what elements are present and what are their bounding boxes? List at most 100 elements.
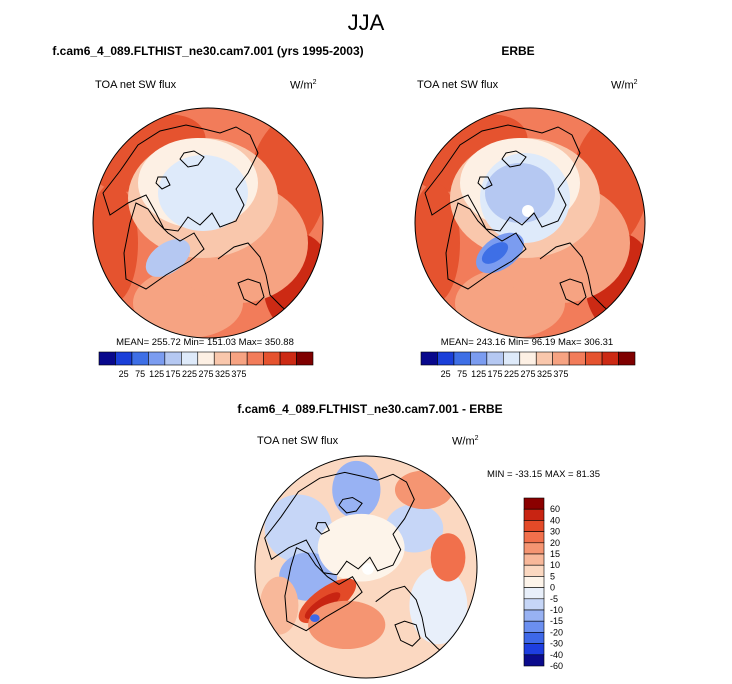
colorbar-tick-label: 25	[441, 369, 451, 379]
panel2-units-label: W/m2	[611, 79, 638, 92]
map-shading	[158, 155, 248, 231]
colorbar-swatch	[523, 576, 545, 588]
coastline	[477, 176, 493, 190]
map-shading	[481, 242, 509, 264]
map-shading	[304, 592, 341, 619]
panel2-stats: MEAN= 243.16 Min= 96.19 Max= 306.31	[440, 337, 614, 348]
colorbar-swatch	[523, 632, 545, 644]
map-shading	[332, 460, 381, 519]
colorbar-swatch	[523, 508, 545, 521]
colorbar-swatch	[437, 351, 455, 366]
coastline	[501, 150, 527, 168]
colorbar-swatch	[263, 351, 281, 366]
colorbar-tick-label: 125	[149, 369, 164, 379]
colorbar-swatch	[115, 351, 133, 366]
coastline	[217, 242, 293, 316]
colorbar-panel2: 25 75 125 175 225 275 325 375	[420, 351, 636, 379]
colorbar-swatch	[523, 497, 545, 510]
panel1-stats: MEAN= 255.72 Min= 151.03 Max= 350.88	[116, 337, 294, 348]
map-shading	[308, 600, 386, 650]
colorbar-tick-label: 225	[182, 369, 197, 379]
coastline	[315, 522, 330, 535]
colorbar-tick-label: 375	[231, 369, 246, 379]
colorbar-swatch	[552, 351, 570, 366]
colorbar-tick-label: 325	[537, 369, 552, 379]
colorbar-swatch	[148, 351, 166, 366]
colorbar-swatch	[618, 351, 636, 366]
coastline	[559, 278, 587, 306]
panel1-units-label: W/m2	[290, 79, 317, 92]
colorbar-swatch	[213, 351, 231, 366]
map-shading	[430, 533, 466, 582]
coastline	[539, 242, 615, 316]
coastline	[284, 546, 363, 632]
colorbar-swatch	[523, 654, 545, 667]
coastline	[237, 278, 265, 306]
colorbar-swatch	[568, 351, 586, 366]
map-shading	[259, 576, 299, 635]
map-boundary-circle	[414, 107, 646, 339]
colorbar-tick-label: -15	[550, 616, 563, 626]
map-shading	[485, 163, 555, 223]
colorbar-tick-label: 25	[119, 369, 129, 379]
coastline	[445, 202, 527, 290]
map-shading	[264, 494, 333, 563]
colorbar-swatch	[197, 351, 215, 366]
colorbar-swatch	[523, 620, 545, 633]
colorbar-swatch	[131, 351, 149, 366]
pole-hole	[522, 205, 534, 217]
colorbar-swatch	[523, 542, 545, 555]
panel1-title: f.cam6_4_089.FLTHIST_ne30.cam7.001 (yrs …	[52, 44, 364, 58]
colorbar-swatch	[164, 351, 182, 366]
colorbar-swatch	[523, 520, 545, 532]
colorbar-tick-label: -10	[550, 605, 563, 615]
colorbar-tick-label: -20	[550, 627, 563, 637]
colorbar-tick-label: -60	[550, 661, 563, 671]
colorbar-swatch	[523, 598, 545, 611]
colorbar-tick-label: 75	[135, 369, 145, 379]
colorbar-tick-label: 20	[550, 538, 560, 548]
panel3-stats: MIN = -33.15 MAX = 81.35	[487, 469, 601, 480]
colorbar-swatch	[523, 587, 545, 600]
colorbar-swatch	[523, 564, 545, 577]
colorbar-swatch	[585, 351, 603, 366]
colorbar-swatch	[296, 351, 314, 366]
panel3-units-label: W/m2	[452, 435, 479, 448]
colorbar-tick-label: -40	[550, 650, 563, 660]
map-boundary-circle	[254, 455, 478, 679]
map-shading	[310, 614, 320, 623]
colorbar-tick-label: 125	[471, 369, 486, 379]
coastline	[338, 496, 363, 514]
polar-map-panel-1	[93, 108, 323, 338]
coastline	[155, 176, 171, 190]
coastline	[424, 124, 581, 232]
colorbar-swatch	[279, 351, 297, 366]
colorbar-swatch	[523, 643, 545, 656]
map-boundary-circle	[92, 107, 324, 339]
colorbar-tick-label: 30	[550, 527, 560, 537]
colorbar-tick-label: 175	[166, 369, 181, 379]
colorbar-swatch	[503, 351, 521, 366]
colorbar-swatch	[486, 351, 504, 366]
panel1-variable-label: TOA net SW flux	[95, 79, 177, 91]
colorbar-tick-label: 225	[504, 369, 519, 379]
coastline	[102, 124, 259, 232]
colorbar-swatch	[523, 553, 545, 566]
polar-map-panel-2	[415, 108, 645, 338]
colorbar-tick-label: -30	[550, 639, 563, 649]
colorbar-tick-label: 40	[550, 515, 560, 525]
coastline	[123, 202, 205, 290]
colorbar-swatch	[601, 351, 619, 366]
colorbar-tick-label: 5	[550, 571, 555, 581]
colorbar-swatch	[535, 351, 553, 366]
colorbar-swatch	[246, 351, 264, 366]
colorbar-tick-label: 0	[550, 583, 555, 593]
colorbar-swatch	[519, 351, 537, 366]
colorbar-swatch	[420, 351, 438, 366]
colorbar-tick-label: -5	[550, 594, 558, 604]
polar-map-panel-3	[255, 456, 477, 678]
colorbar-swatch	[453, 351, 471, 366]
colorbar-swatch	[230, 351, 248, 366]
